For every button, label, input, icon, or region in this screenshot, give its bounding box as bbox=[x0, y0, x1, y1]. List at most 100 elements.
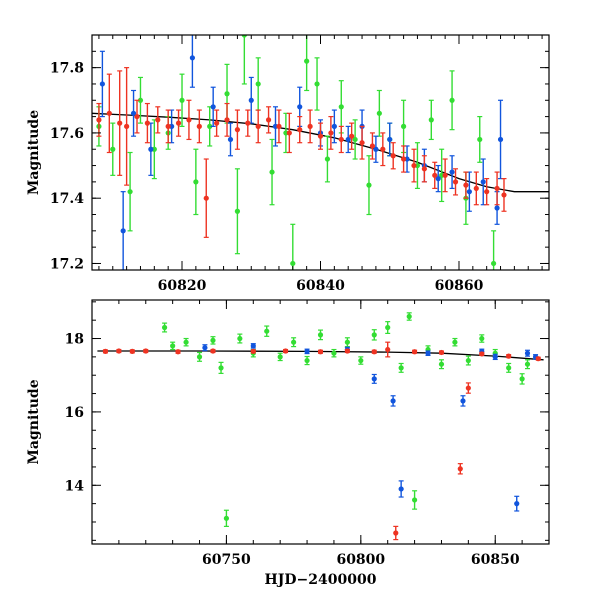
data-point-green bbox=[110, 146, 116, 152]
data-point-red bbox=[484, 189, 490, 195]
plot-area bbox=[92, 35, 549, 270]
data-point-red bbox=[102, 348, 109, 354]
data-point-red bbox=[175, 120, 182, 126]
y-tick-label: 17.6 bbox=[50, 126, 84, 142]
series-red bbox=[96, 67, 507, 238]
data-point-blue bbox=[248, 97, 254, 103]
data-point-red bbox=[282, 348, 289, 354]
data-point-blue bbox=[304, 348, 310, 354]
data-point-red bbox=[124, 123, 130, 129]
data-point-red bbox=[535, 356, 541, 362]
data-point-red bbox=[380, 146, 386, 152]
data-point-green bbox=[137, 97, 144, 103]
data-point-red bbox=[143, 348, 149, 354]
data-point-red bbox=[452, 179, 459, 185]
series-green bbox=[161, 312, 531, 527]
data-point-red bbox=[479, 351, 485, 357]
data-point-red bbox=[144, 120, 150, 126]
data-point-blue bbox=[449, 169, 455, 175]
data-point-red bbox=[344, 348, 350, 354]
data-point-green bbox=[344, 339, 350, 345]
y-axis-title: Magnitude bbox=[26, 110, 42, 195]
data-point-green bbox=[465, 357, 471, 364]
data-point-red bbox=[421, 166, 427, 172]
data-point-green bbox=[479, 335, 485, 342]
y-tick-label: 17.8 bbox=[50, 61, 84, 77]
data-point-red bbox=[465, 385, 471, 391]
data-point-red bbox=[196, 123, 202, 129]
x-tick-label: 60860 bbox=[435, 278, 484, 294]
x-tick-label: 60820 bbox=[158, 278, 207, 294]
data-point-green bbox=[477, 136, 483, 143]
y-tick-label: 14 bbox=[65, 478, 85, 494]
x-tick-label: 60840 bbox=[296, 278, 345, 294]
data-point-blue bbox=[460, 398, 466, 404]
data-point-red bbox=[371, 349, 377, 355]
data-point-green bbox=[428, 117, 434, 123]
data-point-blue bbox=[435, 176, 441, 182]
data-point-green bbox=[223, 515, 230, 521]
series-blue bbox=[99, 35, 504, 270]
data-point-green bbox=[371, 332, 377, 338]
data-point-green bbox=[400, 123, 407, 129]
data-point-red bbox=[393, 530, 399, 536]
data-point-green bbox=[269, 169, 275, 175]
data-point-red bbox=[432, 172, 438, 178]
data-point-green bbox=[438, 361, 445, 367]
data-point-green bbox=[161, 324, 168, 331]
data-point-green bbox=[224, 91, 230, 97]
data-point-blue bbox=[524, 350, 531, 356]
data-point-blue bbox=[425, 350, 431, 356]
data-point-red bbox=[473, 185, 479, 192]
data-point-green bbox=[218, 365, 224, 371]
data-point-red bbox=[286, 130, 292, 136]
data-point-red bbox=[411, 349, 418, 355]
data-point-green bbox=[196, 354, 203, 360]
data-point-green bbox=[352, 136, 358, 143]
data-point-blue bbox=[514, 501, 520, 507]
data-point-red bbox=[385, 346, 391, 353]
data-point-red bbox=[457, 466, 463, 472]
data-point-blue bbox=[120, 228, 126, 234]
data-point-red bbox=[186, 117, 192, 123]
data-point-blue bbox=[390, 398, 396, 404]
data-point-red bbox=[165, 123, 171, 129]
tick-marks bbox=[91, 300, 550, 544]
y-tick-label: 17.2 bbox=[50, 256, 84, 272]
data-point-red bbox=[116, 348, 122, 354]
data-point-green bbox=[506, 365, 512, 371]
data-point-green bbox=[338, 104, 344, 110]
y-tick-label: 18 bbox=[65, 332, 84, 348]
data-point-blue bbox=[497, 136, 504, 143]
data-point-red bbox=[155, 117, 161, 123]
data-point-green bbox=[304, 58, 310, 64]
y-axis-title: Magnitude bbox=[26, 379, 42, 464]
data-point-green bbox=[207, 123, 213, 129]
data-point-blue bbox=[345, 136, 351, 143]
data-point-green bbox=[179, 97, 185, 103]
data-point-blue bbox=[227, 136, 234, 143]
data-point-green bbox=[449, 97, 455, 103]
data-point-red bbox=[134, 113, 140, 120]
data-point-red bbox=[117, 120, 123, 126]
data-point-green bbox=[241, 35, 247, 38]
data-point-green bbox=[358, 357, 364, 364]
data-point-green bbox=[491, 260, 497, 267]
data-point-blue bbox=[130, 110, 137, 116]
data-point-red bbox=[494, 185, 500, 192]
data-point-red bbox=[400, 156, 407, 162]
data-point-red bbox=[307, 123, 313, 129]
data-point-red bbox=[175, 349, 181, 355]
x-tick-label: 60800 bbox=[336, 552, 385, 568]
data-point-green bbox=[170, 343, 176, 349]
data-point-blue bbox=[466, 189, 472, 195]
data-point-red bbox=[506, 353, 512, 359]
panel-bottom: 60750 60800 60850 14 16 18 Magnitude HJD−240000… bbox=[26, 299, 550, 588]
data-point-red bbox=[442, 172, 448, 178]
data-point-green bbox=[331, 350, 337, 356]
y-tick-label: 17.4 bbox=[50, 191, 84, 207]
data-point-green bbox=[519, 376, 525, 382]
data-point-green bbox=[183, 339, 189, 345]
data-point-green bbox=[210, 337, 216, 343]
